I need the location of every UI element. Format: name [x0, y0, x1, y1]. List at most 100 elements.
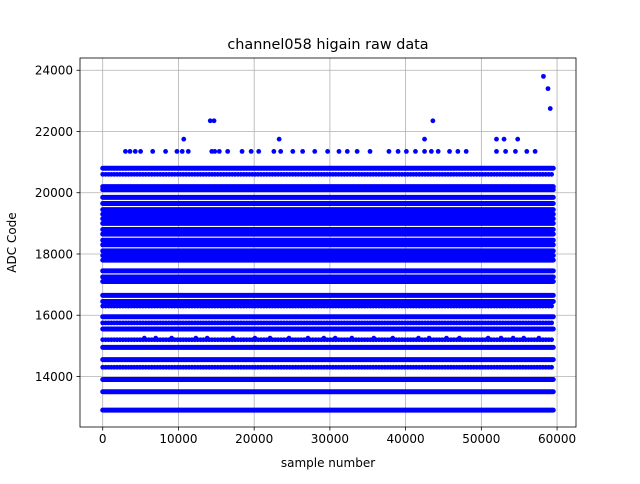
- data-point: [256, 148, 262, 154]
- data-point: [248, 148, 254, 154]
- outlier-point: [422, 136, 427, 142]
- data-point-band: [100, 344, 556, 350]
- x-axis: 0 10000 20000 30000 40000 50000 60000: [99, 427, 576, 446]
- y-axis: 14000 16000 18000 20000 22000 24000: [35, 64, 80, 384]
- data-point: [212, 148, 218, 154]
- data-point-band: [100, 216, 556, 222]
- data-point: [367, 148, 373, 154]
- y-tick-label: 20000: [35, 186, 73, 200]
- data-point: [386, 148, 392, 154]
- data-point: [435, 148, 441, 154]
- data-point: [290, 148, 296, 154]
- data-point: [503, 148, 508, 154]
- data-point: [336, 148, 342, 154]
- data-point: [312, 148, 318, 154]
- data-point: [422, 148, 427, 154]
- data-point: [321, 335, 327, 341]
- y-tick-label: 18000: [35, 247, 73, 261]
- x-tick-label: 10000: [159, 432, 197, 446]
- data-point-band: [100, 326, 556, 332]
- y-axis-label: ADC Code: [5, 212, 19, 272]
- outlier-point: [211, 118, 217, 124]
- data-point: [426, 335, 432, 341]
- data-point: [163, 148, 168, 154]
- data-point: [403, 148, 409, 154]
- data-point-band: [100, 226, 556, 232]
- data-point: [549, 337, 555, 343]
- data-point-band: [100, 274, 556, 280]
- data-point: [278, 148, 284, 154]
- data-point: [138, 148, 143, 154]
- data-point: [267, 335, 273, 341]
- y-tick-label: 16000: [35, 309, 73, 323]
- data-point-band: [100, 231, 556, 237]
- data-point: [444, 335, 449, 341]
- data-point-band: [100, 314, 556, 320]
- data-point: [252, 335, 258, 341]
- data-point-band: [100, 207, 556, 213]
- data-point-band: [100, 248, 556, 254]
- x-tick-label: 50000: [462, 432, 500, 446]
- x-tick-label: 30000: [311, 432, 349, 446]
- outlier-point: [545, 86, 551, 92]
- outlier-point: [541, 73, 546, 79]
- data-point: [193, 335, 199, 341]
- data-point-band: [100, 184, 556, 190]
- data-point-band: [100, 377, 556, 383]
- data-point: [371, 335, 377, 341]
- data-point-band: [100, 298, 556, 304]
- y-tick-label: 22000: [35, 125, 73, 139]
- data-point: [150, 148, 156, 154]
- y-tick-label: 14000: [35, 370, 73, 384]
- data-point: [395, 148, 401, 154]
- data-point: [179, 148, 185, 154]
- data-point: [127, 148, 133, 154]
- data-point: [549, 171, 555, 177]
- data-point-band: [100, 194, 556, 200]
- data-point: [485, 335, 491, 341]
- data-point: [169, 335, 175, 341]
- x-tick-label: 40000: [387, 432, 425, 446]
- data-point: [428, 148, 434, 154]
- data-point: [300, 148, 306, 154]
- data-point: [185, 148, 191, 154]
- data-point-band: [100, 165, 556, 171]
- data-points: [100, 73, 556, 413]
- data-point: [141, 335, 147, 341]
- data-point: [549, 364, 555, 370]
- data-point: [239, 148, 245, 154]
- chart-title: channel058 higain raw data: [227, 37, 428, 53]
- data-point: [498, 335, 504, 341]
- plot-frame: [79, 57, 577, 428]
- data-point: [123, 148, 128, 154]
- data-point: [204, 335, 210, 341]
- data-point-band: [100, 220, 556, 226]
- data-point-band: [100, 211, 556, 217]
- data-point-band: [100, 253, 556, 259]
- data-point: [463, 148, 469, 154]
- data-point-band: [100, 357, 556, 363]
- data-point: [349, 335, 355, 341]
- outlier-point: [181, 136, 187, 142]
- data-point: [536, 335, 542, 341]
- data-point: [271, 148, 277, 154]
- outlier-point: [276, 136, 282, 142]
- data-point: [174, 148, 180, 154]
- data-point: [510, 335, 516, 341]
- grid-lines: [80, 58, 576, 427]
- data-point: [549, 303, 555, 309]
- data-point: [354, 148, 360, 154]
- data-point: [153, 335, 159, 341]
- data-point-band: [100, 389, 556, 395]
- outlier-point: [515, 136, 521, 142]
- data-point: [521, 335, 527, 341]
- data-point-band: [100, 292, 556, 298]
- data-point: [456, 335, 462, 341]
- data-point-band: [100, 200, 556, 206]
- data-point: [390, 335, 396, 341]
- data-point: [344, 148, 350, 154]
- outlier-point: [494, 136, 499, 142]
- data-point: [455, 148, 461, 154]
- data-point-band: [100, 237, 556, 243]
